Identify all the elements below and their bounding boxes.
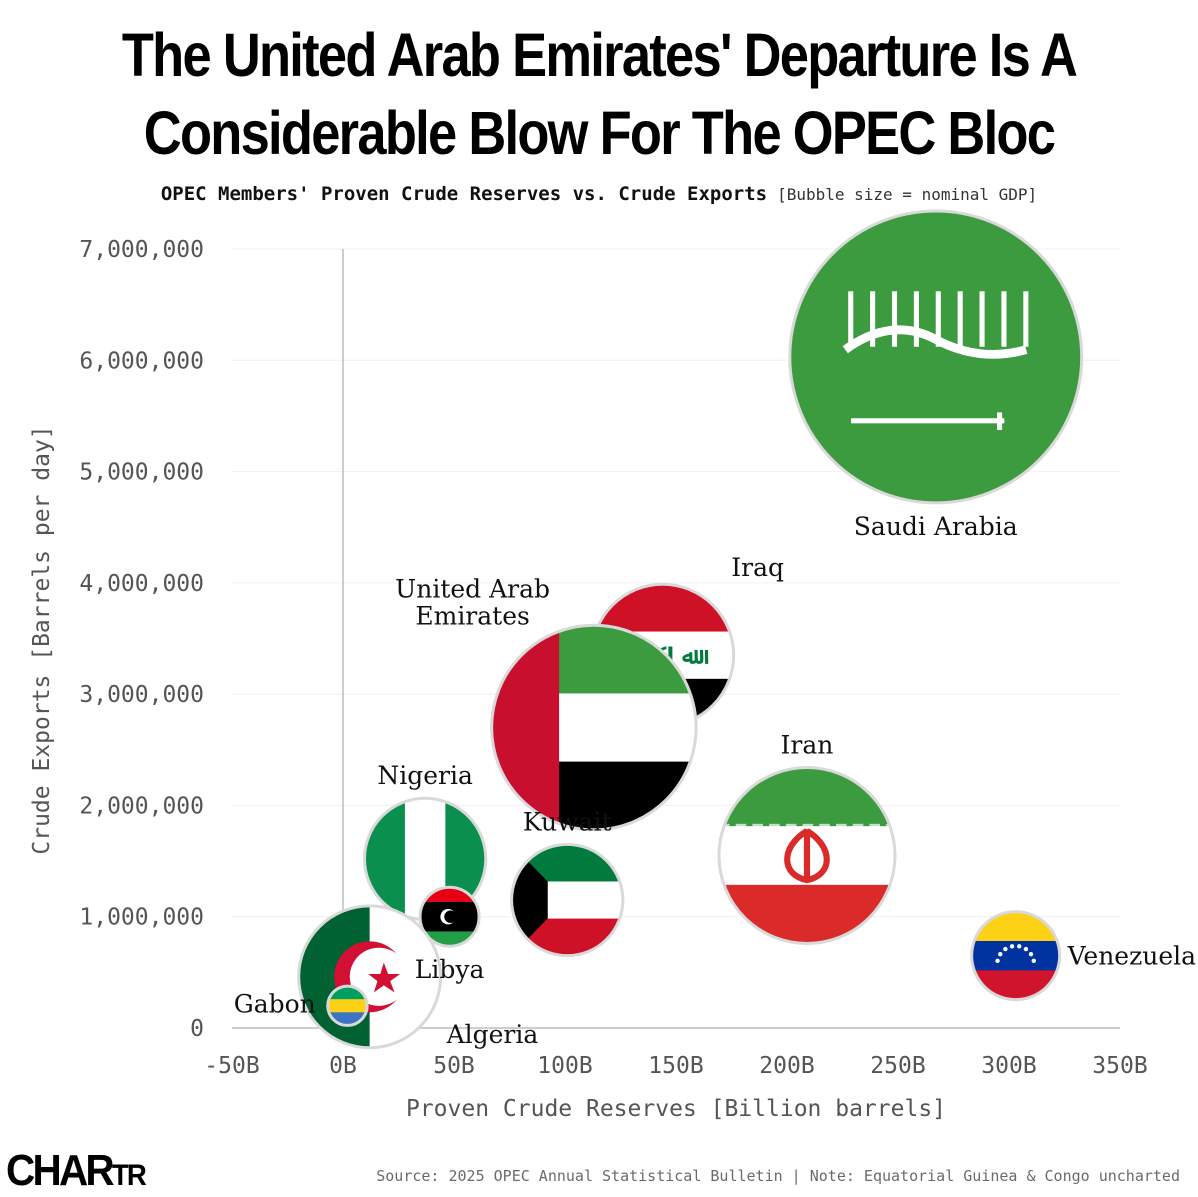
chart-title-line-2: Considerable Blow For The OPEC Bloc [143, 99, 1056, 167]
x-axis-title: Proven Crude Reserves [Billion barrels] [406, 1096, 946, 1122]
logo-main-text: CHAR [6, 1146, 115, 1195]
logo-small-text: TR [111, 1159, 147, 1192]
y-tick-label: 5,000,000 [79, 460, 204, 486]
x-tick-label: 200B [759, 1053, 814, 1079]
iran-bubble [717, 766, 897, 946]
x-tick-label: 100B [537, 1053, 592, 1079]
subtitle-main: OPEC Members' Proven Crude Reserves vs. … [160, 183, 768, 205]
venezuela-bubble [970, 910, 1062, 1002]
bubble-ring [788, 209, 1084, 505]
united-arab-emirates-bubble [490, 623, 698, 832]
saudi-arabia-label: Saudi Arabia [854, 512, 1018, 541]
y-tick-label: 4,000,000 [79, 571, 204, 597]
x-tick-label: 300B [981, 1053, 1036, 1079]
x-tick-label: -50B [204, 1053, 259, 1079]
bubble-ring [297, 904, 443, 1050]
venezuela-label: Venezuela [1067, 942, 1197, 971]
y-tick-label: 3,000,000 [79, 682, 204, 708]
algeria-label: Algeria [446, 1020, 539, 1049]
x-tick-label: 250B [870, 1053, 925, 1079]
kuwait-label: Kuwait [523, 807, 612, 836]
libya-label: Libya [415, 955, 485, 984]
grid-layer [232, 248, 1120, 918]
iraq-label: Iraq [731, 553, 784, 582]
y-tick-label: 1,000,000 [79, 905, 204, 931]
chart-subtitle: OPEC Members' Proven Crude Reserves vs. … [0, 183, 1198, 205]
iran-label: Iran [781, 731, 834, 760]
bubble-ring [418, 885, 481, 948]
bubble-ring [717, 766, 897, 946]
axis-layer: 0 1,000,000 2,000,000 3,000,000 4,000,000 5,0… [29, 237, 1148, 1122]
subtitle-note: [Bubble size = nominal GDP] [777, 185, 1038, 204]
saudi-arabia-bubble [788, 209, 1084, 505]
x-tick-label: 50B [433, 1053, 475, 1079]
gabon-bubble [326, 984, 369, 1027]
saudi-arabia-flag-icon [789, 211, 1082, 503]
bubble-ring [490, 623, 698, 832]
bubble-ring [970, 910, 1062, 1002]
libya-bubble [418, 885, 481, 948]
bubble-ring [326, 984, 369, 1027]
y-tick-label: 7,000,000 [79, 237, 204, 263]
label-layer: Saudi Arabia Iraq United Arab Emirates Iran N… [234, 512, 1196, 1049]
y-tick-label: 2,000,000 [79, 793, 204, 819]
y-axis-title: Crude Exports [Barrels per day] [29, 425, 55, 854]
x-tick-label: 350B [1092, 1053, 1147, 1079]
y-tick-label: 6,000,000 [79, 348, 204, 374]
chartr-logo: CHARTR [6, 1146, 147, 1196]
x-tick-label: 0B [329, 1053, 357, 1079]
x-tick-label: 150B [648, 1053, 703, 1079]
bubble-ring [510, 842, 625, 958]
gabon-label: Gabon [234, 990, 316, 1019]
kuwait-bubble [510, 842, 625, 958]
nigeria-label: Nigeria [377, 761, 473, 790]
source-note: Source: 2025 OPEC Annual Statistical Bul… [376, 1167, 1180, 1185]
y-tick-label: 0 [190, 1016, 204, 1042]
united-arab-emirates-label: United Arab Emirates [395, 574, 550, 630]
chart-title-line-1: The United Arab Emirates' Departure Is A [121, 21, 1078, 89]
